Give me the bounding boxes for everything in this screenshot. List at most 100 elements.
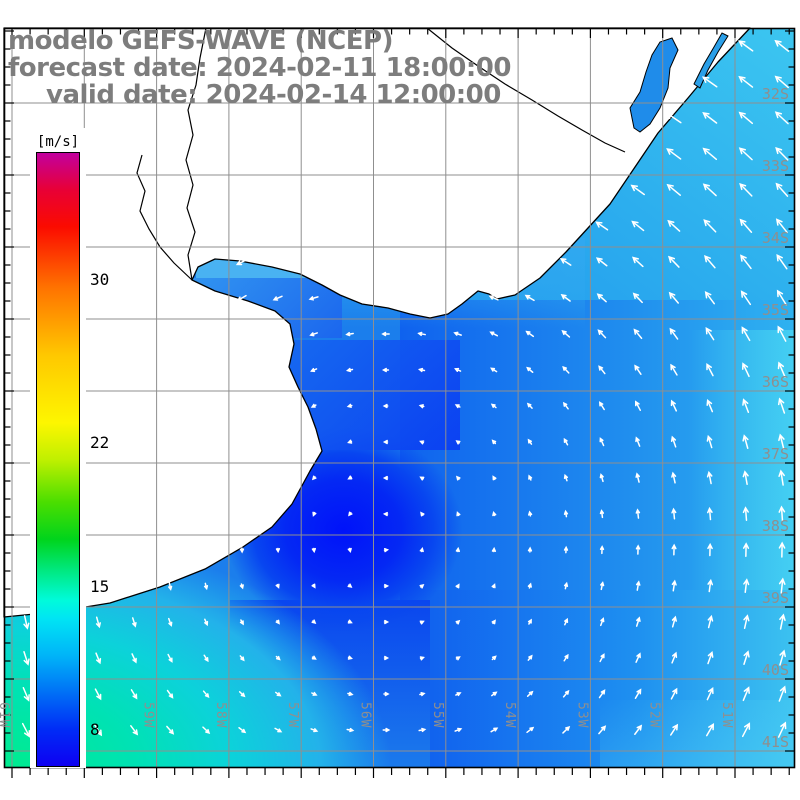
direction-arrow xyxy=(381,367,390,373)
direction-arrow xyxy=(630,184,645,196)
direction-arrow xyxy=(383,691,390,697)
direction-arrow xyxy=(418,727,427,733)
colorbar-tick-label: 8 xyxy=(90,719,100,739)
direction-arrow xyxy=(595,257,608,267)
direction-arrow xyxy=(598,725,607,735)
direction-arrow xyxy=(666,148,682,160)
direction-arrow xyxy=(204,618,209,627)
direction-arrow xyxy=(599,617,605,627)
direction-arrow xyxy=(167,653,173,663)
direction-arrow xyxy=(775,182,789,197)
direction-arrow xyxy=(631,256,644,268)
direction-arrow xyxy=(743,614,750,629)
direction-arrow xyxy=(419,584,425,589)
direction-arrow xyxy=(738,40,754,52)
direction-arrow xyxy=(738,111,754,125)
direction-arrow xyxy=(743,650,750,666)
direction-arrow xyxy=(669,327,679,340)
direction-arrow xyxy=(417,331,426,337)
direction-arrow xyxy=(239,655,245,662)
direction-arrow xyxy=(707,614,714,629)
direction-arrow xyxy=(562,725,571,734)
direction-arrow xyxy=(203,582,209,591)
direction-arrow xyxy=(562,401,569,410)
direction-arrow xyxy=(275,619,280,625)
direction-arrow xyxy=(778,541,786,558)
direction-arrow xyxy=(275,583,280,589)
direction-arrow xyxy=(600,581,605,591)
direction-arrow xyxy=(631,220,645,232)
title-block: modelo GEFS-WAVE (NCEP) forecast date: 2… xyxy=(8,28,511,109)
direction-arrow xyxy=(492,511,497,517)
direction-arrow xyxy=(560,294,571,302)
direction-arrow xyxy=(704,291,716,305)
direction-arrow xyxy=(490,727,499,733)
colorbar-unit-label: [m/s] xyxy=(36,134,80,150)
border-line xyxy=(426,27,626,153)
direction-arrow xyxy=(275,655,281,661)
direction-arrow xyxy=(563,581,569,590)
direction-arrow xyxy=(528,474,533,481)
direction-arrow xyxy=(456,511,461,517)
direction-arrow xyxy=(347,619,353,624)
direction-arrow xyxy=(383,619,390,625)
direction-arrow xyxy=(419,691,426,697)
direction-arrow xyxy=(345,367,354,373)
direction-arrow xyxy=(166,689,174,699)
direction-arrow xyxy=(383,547,390,553)
direction-arrow xyxy=(598,689,606,699)
direction-arrow xyxy=(670,399,678,412)
direction-arrow xyxy=(635,400,641,411)
direction-arrow xyxy=(311,655,317,660)
direction-arrow xyxy=(739,218,753,233)
direction-arrow xyxy=(779,649,786,666)
direction-arrow xyxy=(488,295,499,301)
direction-arrow xyxy=(491,655,497,661)
direction-arrow xyxy=(741,362,750,378)
direction-arrow xyxy=(419,476,425,481)
direction-arrow xyxy=(455,656,461,661)
direction-arrow xyxy=(382,511,389,517)
direction-arrow xyxy=(272,295,283,301)
direction-arrow xyxy=(635,616,641,627)
direction-arrow xyxy=(95,616,101,629)
direction-arrow xyxy=(706,434,713,449)
direction-arrow xyxy=(596,293,607,303)
direction-arrow xyxy=(742,686,750,702)
direction-arrow xyxy=(527,510,533,517)
direction-arrow xyxy=(455,475,461,481)
laguna-merin xyxy=(629,37,679,133)
direction-arrow xyxy=(236,294,247,302)
direction-arrow xyxy=(668,291,679,304)
direction-arrow xyxy=(597,329,607,339)
direction-arrow xyxy=(633,328,643,340)
direction-arrow xyxy=(167,617,173,627)
direction-arrow xyxy=(670,687,678,700)
direction-arrow xyxy=(701,76,718,88)
direction-arrow xyxy=(383,655,390,661)
direction-arrow xyxy=(455,440,461,445)
direction-arrow xyxy=(347,475,353,480)
direction-arrow xyxy=(778,685,787,702)
direction-arrow xyxy=(526,402,533,409)
direction-arrow xyxy=(527,618,532,625)
direction-arrow xyxy=(347,691,354,697)
direction-arrow xyxy=(635,580,641,591)
direction-arrow xyxy=(383,583,390,589)
direction-arrow xyxy=(275,547,281,554)
direction-arrow xyxy=(635,508,641,519)
direction-arrow xyxy=(738,147,753,161)
direction-arrow xyxy=(743,578,750,593)
direction-arrow xyxy=(382,727,391,733)
direction-arrow xyxy=(419,656,425,661)
direction-arrow xyxy=(491,691,498,697)
direction-arrow xyxy=(703,219,717,233)
direction-arrow xyxy=(705,327,715,341)
direction-arrow xyxy=(527,582,532,589)
direction-arrow xyxy=(671,543,677,556)
direction-arrow xyxy=(707,506,713,521)
direction-arrow xyxy=(417,367,426,373)
direction-arrow xyxy=(778,577,786,594)
direction-arrow xyxy=(671,615,677,628)
direction-arrow xyxy=(634,688,642,699)
